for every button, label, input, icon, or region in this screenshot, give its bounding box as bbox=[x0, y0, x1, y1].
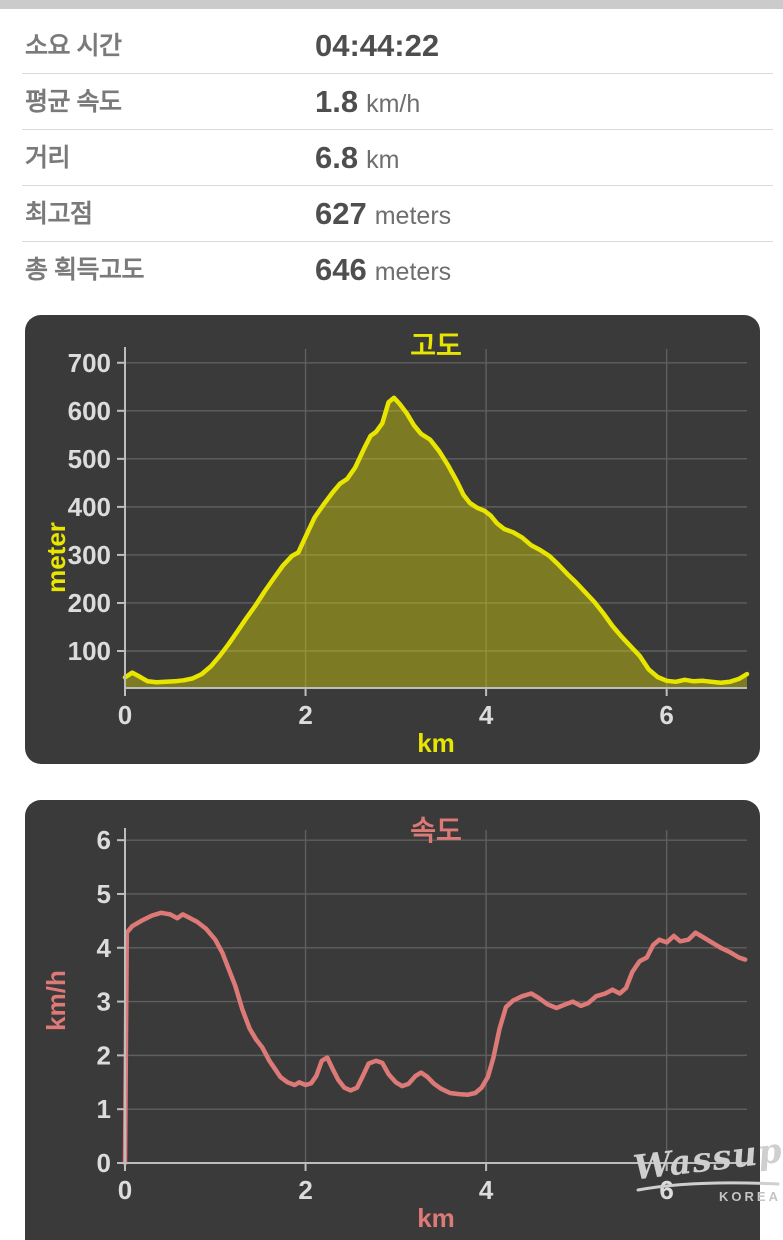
stat-value-group: 646 meters bbox=[315, 242, 451, 304]
stat-label: 거리 bbox=[25, 144, 71, 172]
y-tick-label: 3 bbox=[97, 987, 111, 1017]
stat-row-avg-speed: 평균 속도 1.8 km/h bbox=[0, 74, 783, 130]
x-tick-label: 2 bbox=[298, 1175, 312, 1205]
y-tick-label: 4 bbox=[97, 933, 112, 963]
y-tick-label: 6 bbox=[97, 825, 111, 855]
stat-row-distance: 거리 6.8 km bbox=[0, 130, 783, 186]
y-tick-label: 700 bbox=[68, 348, 111, 378]
y-tick-label: 200 bbox=[68, 588, 111, 618]
y-axis-label: km/h bbox=[41, 970, 71, 1031]
x-tick-label: 0 bbox=[118, 700, 132, 730]
y-tick-label: 0 bbox=[97, 1148, 111, 1178]
elevation-chart-panel: 100 200 300 400 500 600 700 0 2 4 6 고도 km meter bbox=[25, 315, 760, 764]
y-tick-label: 5 bbox=[97, 879, 111, 909]
stat-row-max-elevation: 최고점 627 meters bbox=[0, 186, 783, 242]
x-tick-label: 6 bbox=[659, 700, 673, 730]
y-tick-label: 600 bbox=[68, 396, 111, 426]
stat-label: 최고점 bbox=[25, 200, 93, 228]
x-axis-label: km bbox=[417, 728, 455, 758]
status-bar-strip bbox=[0, 0, 783, 9]
y-tick-label: 1 bbox=[97, 1094, 111, 1124]
stat-row-duration: 소요 시간 04:44:22 bbox=[0, 18, 783, 74]
stat-value-group: 04:44:22 bbox=[315, 18, 447, 80]
stat-unit: km/h bbox=[366, 90, 421, 118]
elevation-chart: 100 200 300 400 500 600 700 0 2 4 6 고도 km meter bbox=[41, 330, 750, 758]
x-tick-label: 2 bbox=[298, 700, 312, 730]
y-tick-label: 400 bbox=[68, 492, 111, 522]
stat-value: 1.8 bbox=[315, 84, 359, 119]
stat-unit: km bbox=[366, 146, 400, 174]
stat-label: 소요 시간 bbox=[25, 32, 122, 60]
stat-row-total-ascent: 총 획득고도 646 meters bbox=[0, 242, 783, 298]
y-tick-label: 300 bbox=[68, 540, 111, 570]
series-line bbox=[122, 395, 750, 685]
stat-value-group: 627 meters bbox=[315, 186, 451, 248]
stat-value: 04:44:22 bbox=[315, 28, 440, 63]
stat-label: 평균 속도 bbox=[25, 88, 122, 116]
stat-value-group: 1.8 km/h bbox=[315, 74, 420, 136]
x-tick-label: 4 bbox=[479, 700, 494, 730]
speed-chart: 0 1 2 3 4 5 6 0 2 4 6 속도 km km/h bbox=[41, 815, 748, 1233]
chart-title: 속도 bbox=[410, 815, 462, 846]
chart-title: 고도 bbox=[410, 330, 462, 361]
x-tick-label: 4 bbox=[479, 1175, 494, 1205]
y-tick-label: 2 bbox=[97, 1040, 111, 1070]
x-axis-label: km bbox=[417, 1203, 455, 1233]
x-tick-label: 0 bbox=[118, 1175, 132, 1205]
y-tick-label: 100 bbox=[68, 636, 111, 666]
y-axis-label: meter bbox=[41, 522, 71, 593]
stat-value: 627 bbox=[315, 196, 367, 231]
y-tick-label: 500 bbox=[68, 444, 111, 474]
stat-label: 총 획득고도 bbox=[25, 256, 144, 284]
stat-value: 646 bbox=[315, 252, 367, 287]
speed-chart-panel: 0 1 2 3 4 5 6 0 2 4 6 속도 km km/h bbox=[25, 800, 760, 1240]
series-area-fill bbox=[125, 397, 747, 688]
series-line bbox=[122, 910, 748, 1166]
stat-value-group: 6.8 km bbox=[315, 130, 399, 192]
summary-stats: 소요 시간 04:44:22 평균 속도 1.8 km/h 거리 6.8 km 최고… bbox=[0, 18, 783, 298]
stat-unit: meters bbox=[374, 258, 452, 286]
x-tick-label: 6 bbox=[659, 1175, 673, 1205]
stat-value: 6.8 bbox=[315, 140, 359, 175]
stat-unit: meters bbox=[374, 202, 452, 230]
